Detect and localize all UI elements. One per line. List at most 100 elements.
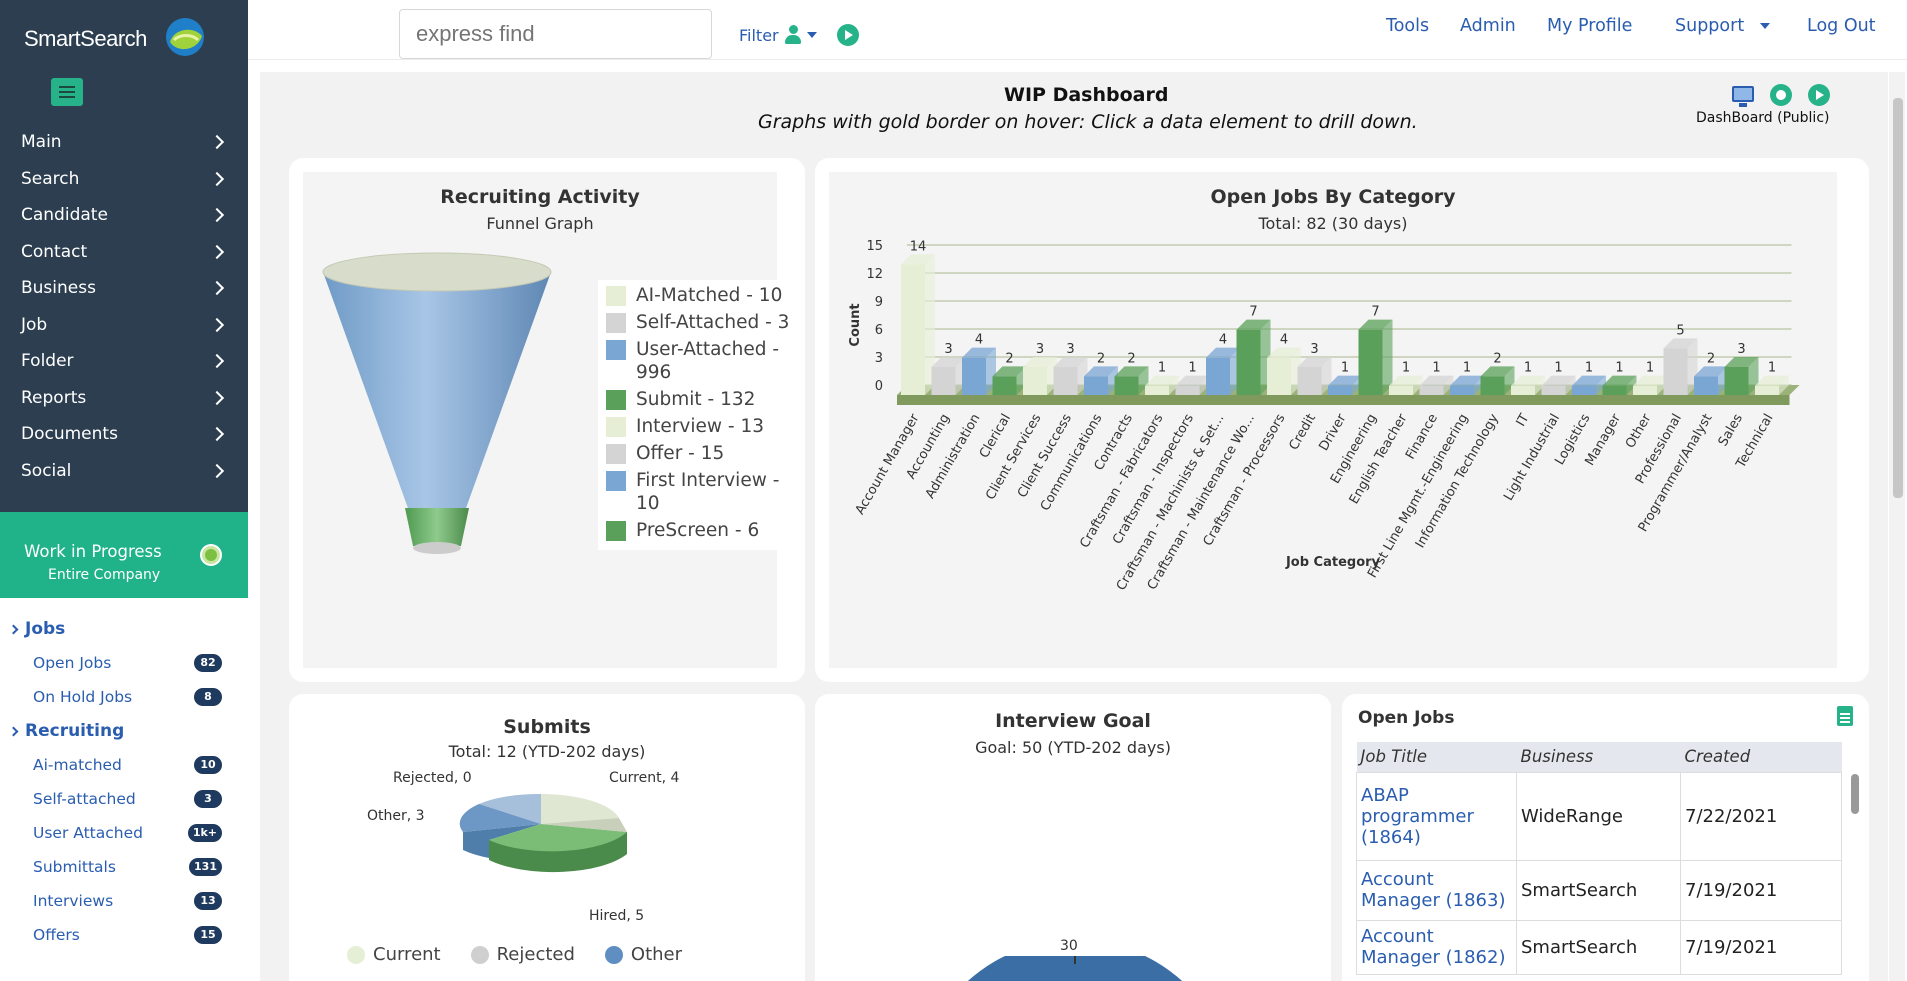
page-scrollbar-thumb[interactable]: [1893, 98, 1903, 498]
open-jobs-by-category-chart[interactable]: Open Jobs By Category Total: 82 (30 days…: [829, 172, 1837, 668]
bar-side[interactable]: [1565, 375, 1576, 395]
bar-top[interactable]: [1541, 375, 1576, 386]
legend-other[interactable]: Other: [604, 944, 682, 965]
bar-top[interactable]: [1328, 375, 1362, 386]
clipboard-icon[interactable]: [1837, 706, 1853, 726]
express-find-input[interactable]: [399, 9, 712, 59]
bar[interactable]: [1328, 385, 1352, 395]
wip-item-offers[interactable]: Offers 15: [0, 918, 248, 952]
bar-top[interactable]: [1145, 375, 1179, 386]
bar-side[interactable]: [1596, 375, 1606, 395]
bar[interactable]: [1633, 385, 1657, 395]
funnel-legend-item[interactable]: First Interview - 10: [606, 469, 790, 515]
pie-slice-current[interactable]: [541, 794, 619, 824]
menu-item-job[interactable]: Job: [0, 307, 248, 344]
pie-slice-other-top[interactable]: [479, 793, 541, 824]
run-filter-play-icon[interactable]: [836, 24, 859, 46]
menu-item-documents[interactable]: Documents: [0, 416, 248, 453]
wip-item-ai-matched[interactable]: Ai-matched 10: [0, 748, 248, 782]
bar[interactable]: [1663, 348, 1688, 395]
bar[interactable]: [1053, 367, 1078, 395]
bar-top[interactable]: [1175, 375, 1210, 386]
wip-item-open-jobs[interactable]: Open Jobs 82: [0, 646, 248, 680]
bar[interactable]: [1602, 385, 1627, 395]
bar-top[interactable]: [1358, 319, 1393, 330]
bar-top[interactable]: [1602, 375, 1637, 386]
menu-item-contact[interactable]: Contact: [0, 234, 248, 271]
legend-rejected[interactable]: Rejected: [470, 944, 575, 965]
job-title-link[interactable]: Account Manager (1862): [1356, 919, 1517, 975]
table-row[interactable]: Account Manager (1863) SmartSearch 7/19/…: [1356, 859, 1842, 921]
bar-top[interactable]: [1267, 347, 1301, 358]
bar-top[interactable]: [1663, 338, 1698, 349]
jobs-section-header[interactable]: Jobs: [0, 612, 248, 646]
bar-top[interactable]: [1297, 357, 1332, 367]
job-title-link[interactable]: Account Manager (1863): [1356, 859, 1517, 921]
table-row[interactable]: Account Manager (1862) SmartSearch 7/19/…: [1356, 919, 1842, 975]
bar-side[interactable]: [1108, 366, 1118, 395]
bar[interactable]: [992, 376, 1017, 395]
menu-item-reports[interactable]: Reports: [0, 380, 248, 417]
dashboard-play-icon[interactable]: [1808, 84, 1830, 106]
bar[interactable]: [1694, 376, 1718, 395]
bar[interactable]: [1023, 367, 1047, 395]
bar-top[interactable]: [931, 357, 966, 367]
bar[interactable]: [1541, 385, 1566, 395]
wip-item-self-attached[interactable]: Self-attached 3: [0, 782, 248, 816]
funnel-legend-item[interactable]: PreScreen - 6: [606, 519, 790, 542]
bar-side[interactable]: [1138, 366, 1149, 395]
bar[interactable]: [1236, 329, 1261, 395]
bar[interactable]: [1450, 385, 1474, 395]
bar-top[interactable]: [1236, 319, 1271, 330]
bar-side[interactable]: [1382, 319, 1393, 395]
bar[interactable]: [931, 367, 956, 395]
bar-side[interactable]: [925, 254, 935, 395]
legend-current[interactable]: Current: [347, 944, 441, 965]
bar[interactable]: [901, 264, 925, 395]
bar[interactable]: [1084, 376, 1108, 395]
dashboard-settings-icon[interactable]: [1770, 84, 1792, 106]
pie-slice-other[interactable]: [459, 804, 541, 832]
funnel-graph[interactable]: [321, 252, 555, 558]
monitor-icon[interactable]: [1732, 86, 1754, 107]
bar[interactable]: [1297, 367, 1322, 395]
bar-top[interactable]: [1114, 366, 1149, 377]
funnel-legend-item[interactable]: AI-Matched - 10: [606, 284, 790, 307]
bar-top[interactable]: [1633, 375, 1667, 386]
wip-item-user-attached[interactable]: User Attached 1k+: [0, 816, 248, 850]
funnel-legend-item[interactable]: Interview - 13: [606, 415, 790, 438]
bar[interactable]: [1267, 357, 1291, 395]
bar-side[interactable]: [1443, 375, 1454, 395]
menu-item-candidate[interactable]: Candidate: [0, 197, 248, 234]
person-filter-icon[interactable]: [784, 25, 801, 45]
page-scrollbar[interactable]: [1889, 72, 1905, 981]
menu-item-main[interactable]: Main: [0, 124, 248, 161]
pie-slice-other-side[interactable]: [463, 824, 541, 858]
bar[interactable]: [1755, 385, 1779, 395]
menu-item-folder[interactable]: Folder: [0, 343, 248, 380]
bar-top[interactable]: [1694, 366, 1728, 377]
funnel-legend-item[interactable]: User-Attached - 996: [606, 338, 790, 384]
bar[interactable]: [1511, 385, 1535, 395]
bar-top[interactable]: [1572, 375, 1606, 386]
recruiting-activity-chart[interactable]: Recruiting Activity Funnel Graph AI-Matc…: [303, 172, 798, 668]
bar-top[interactable]: [1023, 357, 1057, 367]
bar-top[interactable]: [1724, 357, 1759, 367]
wip-item-interviews[interactable]: Interviews 13: [0, 884, 248, 918]
job-title-link[interactable]: ABAP programmer (1864): [1356, 771, 1517, 861]
bar[interactable]: [962, 357, 986, 395]
bar-side[interactable]: [1626, 375, 1637, 395]
funnel-body[interactable]: [323, 272, 551, 522]
wip-banner[interactable]: Work in Progress Entire Company: [0, 512, 248, 598]
bar[interactable]: [1389, 385, 1413, 395]
wip-item-on-hold-jobs[interactable]: On Hold Jobs 8: [0, 680, 248, 714]
nav-support[interactable]: Support: [1675, 16, 1771, 36]
funnel-legend-item[interactable]: Self-Attached - 3: [606, 311, 790, 334]
bar-top[interactable]: [1480, 366, 1515, 377]
bar-top[interactable]: [1053, 357, 1088, 367]
funnel-submit-segment[interactable]: [405, 508, 469, 546]
bar-top[interactable]: [962, 347, 996, 358]
filter-control[interactable]: Filter: [739, 24, 859, 46]
menu-item-business[interactable]: Business: [0, 270, 248, 307]
interview-goal-panel[interactable]: Interview Goal Goal: 50 (YTD-202 days) 3…: [815, 694, 1331, 981]
